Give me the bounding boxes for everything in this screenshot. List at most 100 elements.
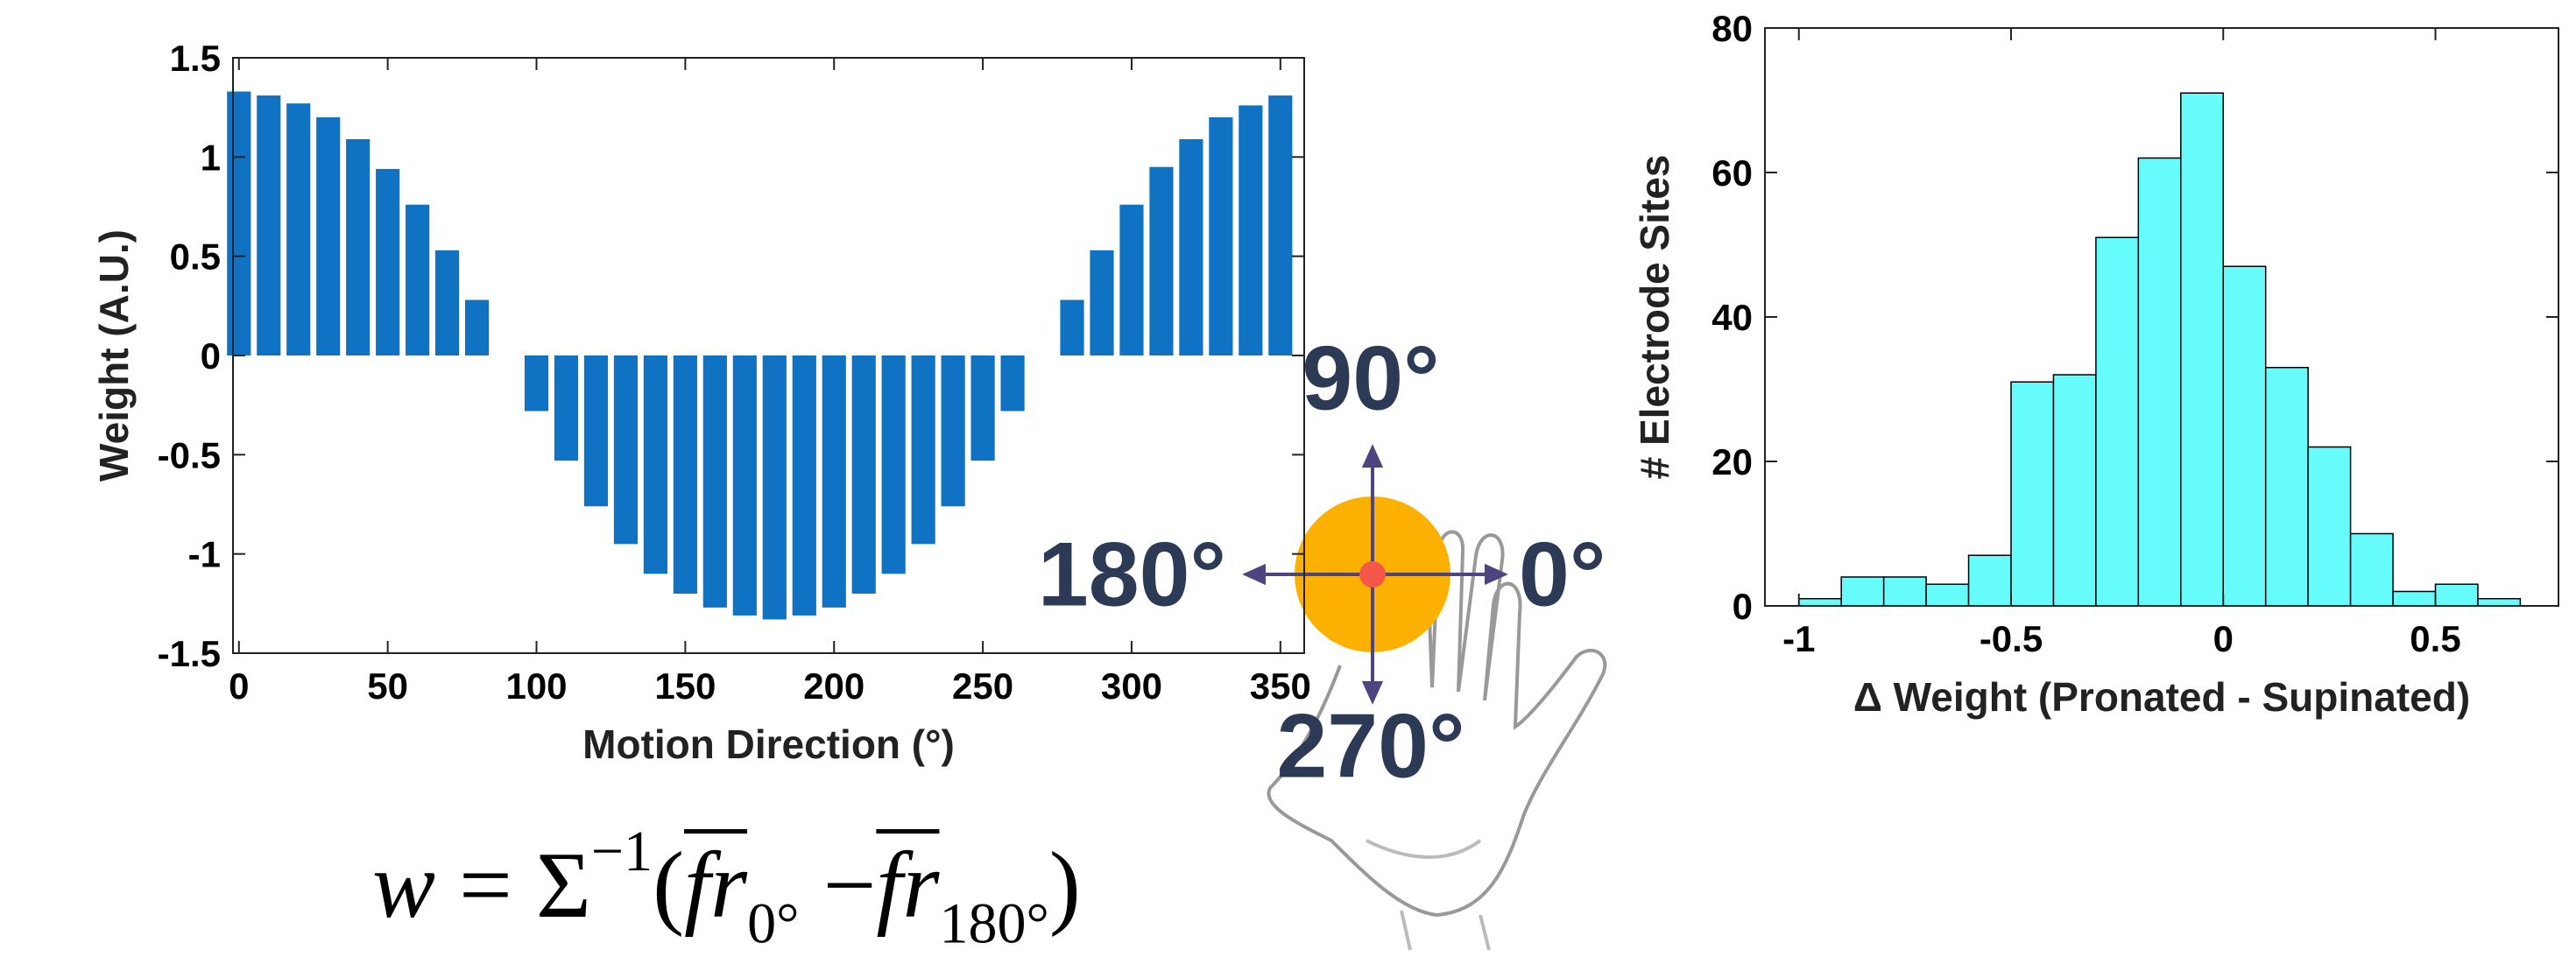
formula-w: w: [372, 834, 435, 938]
y-tick-label: 80: [1711, 8, 1753, 49]
formula-close: ): [1049, 834, 1081, 938]
bar: [316, 117, 340, 355]
x-tick-label: 350: [1250, 665, 1311, 707]
histogram-bar: [2181, 93, 2223, 606]
y-tick-label: -1: [188, 534, 221, 575]
bar: [971, 355, 995, 461]
y-tick-label: 0.5: [170, 236, 221, 278]
x-tick-label: 250: [952, 665, 1013, 707]
bar: [1090, 250, 1113, 355]
bar: [1000, 355, 1024, 411]
x-tick-label: 150: [654, 665, 716, 707]
bar: [793, 355, 816, 616]
histogram-bar: [1799, 599, 1841, 606]
y-axis-label: Weight (A.U.): [91, 229, 137, 482]
histogram-bar: [2053, 375, 2095, 606]
page: {"chart_data": [ {"type": "bar", "xlabel…: [0, 0, 2576, 955]
y-tick-label: 40: [1711, 297, 1753, 338]
bar: [584, 355, 608, 506]
x-tick-label: 50: [367, 665, 408, 707]
histogram-bar: [2266, 368, 2308, 606]
bar: [227, 92, 251, 355]
y-tick-label: -1.5: [158, 633, 221, 674]
x-tick-label: 0.5: [2410, 618, 2460, 659]
x-tick-label: 0: [229, 665, 249, 707]
histogram-bar: [2308, 447, 2350, 607]
x-tick-label: -0.5: [1980, 618, 2043, 659]
bar: [376, 169, 399, 355]
bar: [346, 139, 370, 355]
histogram-bar: [1926, 584, 1968, 606]
bar: [733, 355, 757, 616]
bar: [1060, 300, 1083, 355]
histogram-bar: [2223, 266, 2265, 606]
y-tick-label: -0.5: [158, 434, 221, 475]
histogram-bar: [2478, 599, 2520, 606]
direction-diagram: 90° 180° 0° 270°: [1038, 327, 1606, 797]
bar: [644, 355, 667, 573]
label-270: 270°: [1276, 695, 1464, 797]
formula-sigma: Σ: [536, 834, 591, 938]
bar: [852, 355, 876, 594]
x-tick-label: 300: [1101, 665, 1162, 707]
bar: [822, 355, 846, 608]
histogram-bar: [2351, 534, 2393, 607]
bar: [1149, 167, 1173, 355]
histogram-bar: [2011, 382, 2053, 606]
bar: [406, 205, 429, 355]
formula: w = Σ−1(fr0° −fr180°): [372, 819, 1081, 957]
bar: [257, 95, 280, 355]
histogram-bar: [2138, 158, 2180, 607]
x-axis-label: Δ Weight (Pronated - Supinated): [1853, 674, 2470, 720]
x-tick-label: 100: [505, 665, 567, 707]
bar: [465, 300, 489, 355]
histogram-bar: [1969, 555, 2011, 606]
chart: -1.5 -1 -0.5 0 0.5 1 1.5 0 50 100 150 200 250 300 350 M…: [91, 38, 1311, 767]
bar: [286, 103, 310, 355]
bar: [1179, 139, 1203, 355]
x-tick-label: 200: [803, 665, 865, 707]
label-0: 0°: [1519, 524, 1606, 625]
bar: [703, 355, 727, 608]
bar: [1119, 205, 1143, 355]
bar: [614, 355, 638, 544]
bar: [554, 355, 578, 461]
bar: [674, 355, 697, 594]
bar: [525, 355, 548, 411]
bar: [763, 355, 787, 619]
bar: [1209, 117, 1232, 355]
x-tick-label: -1: [1782, 618, 1815, 659]
formula-fr: fr: [876, 834, 939, 938]
histogram-bar: [1841, 577, 1883, 606]
y-tick-label: 1.5: [170, 38, 221, 79]
histogram-bar: [2393, 592, 2435, 607]
formula-sub: 0°: [747, 891, 799, 955]
formula-exp: −1: [591, 820, 653, 883]
histogram-bar: [1884, 577, 1926, 606]
bar: [942, 355, 965, 506]
histogram-bar: [2096, 237, 2138, 606]
formula-fr: fr: [684, 834, 747, 938]
y-tick-label: 1: [201, 137, 221, 178]
chart: 0 20 40 60 80 -1 -0.5 0 0.5 Δ Weight (Pronated - …: [1632, 8, 2558, 720]
formula-minus: −: [822, 834, 876, 938]
center-dot: [1359, 561, 1386, 588]
bar: [1268, 95, 1292, 355]
formula-sub: 180°: [939, 891, 1048, 955]
y-axis-label: # Electrode Sites: [1632, 155, 1677, 480]
figure: 90° 180° 0° 270° -1.5 -1 -0.5 0 0.5 1 1.5 0 50 10…: [0, 0, 2576, 955]
y-tick-label: 0: [1733, 586, 1753, 627]
y-tick-label: 20: [1711, 441, 1753, 482]
formula-open: (: [653, 834, 684, 938]
bar: [435, 250, 459, 355]
bar: [882, 355, 906, 573]
y-tick-label: 60: [1711, 152, 1753, 194]
x-tick-label: 0: [2213, 618, 2234, 659]
y-tick-label: 0: [201, 335, 221, 376]
formula-eq: =: [459, 834, 512, 938]
bar: [1239, 105, 1262, 355]
bar: [912, 355, 935, 544]
label-90: 90°: [1302, 327, 1439, 429]
label-180: 180°: [1038, 524, 1226, 625]
x-axis-label: Motion Direction (°): [582, 721, 955, 767]
